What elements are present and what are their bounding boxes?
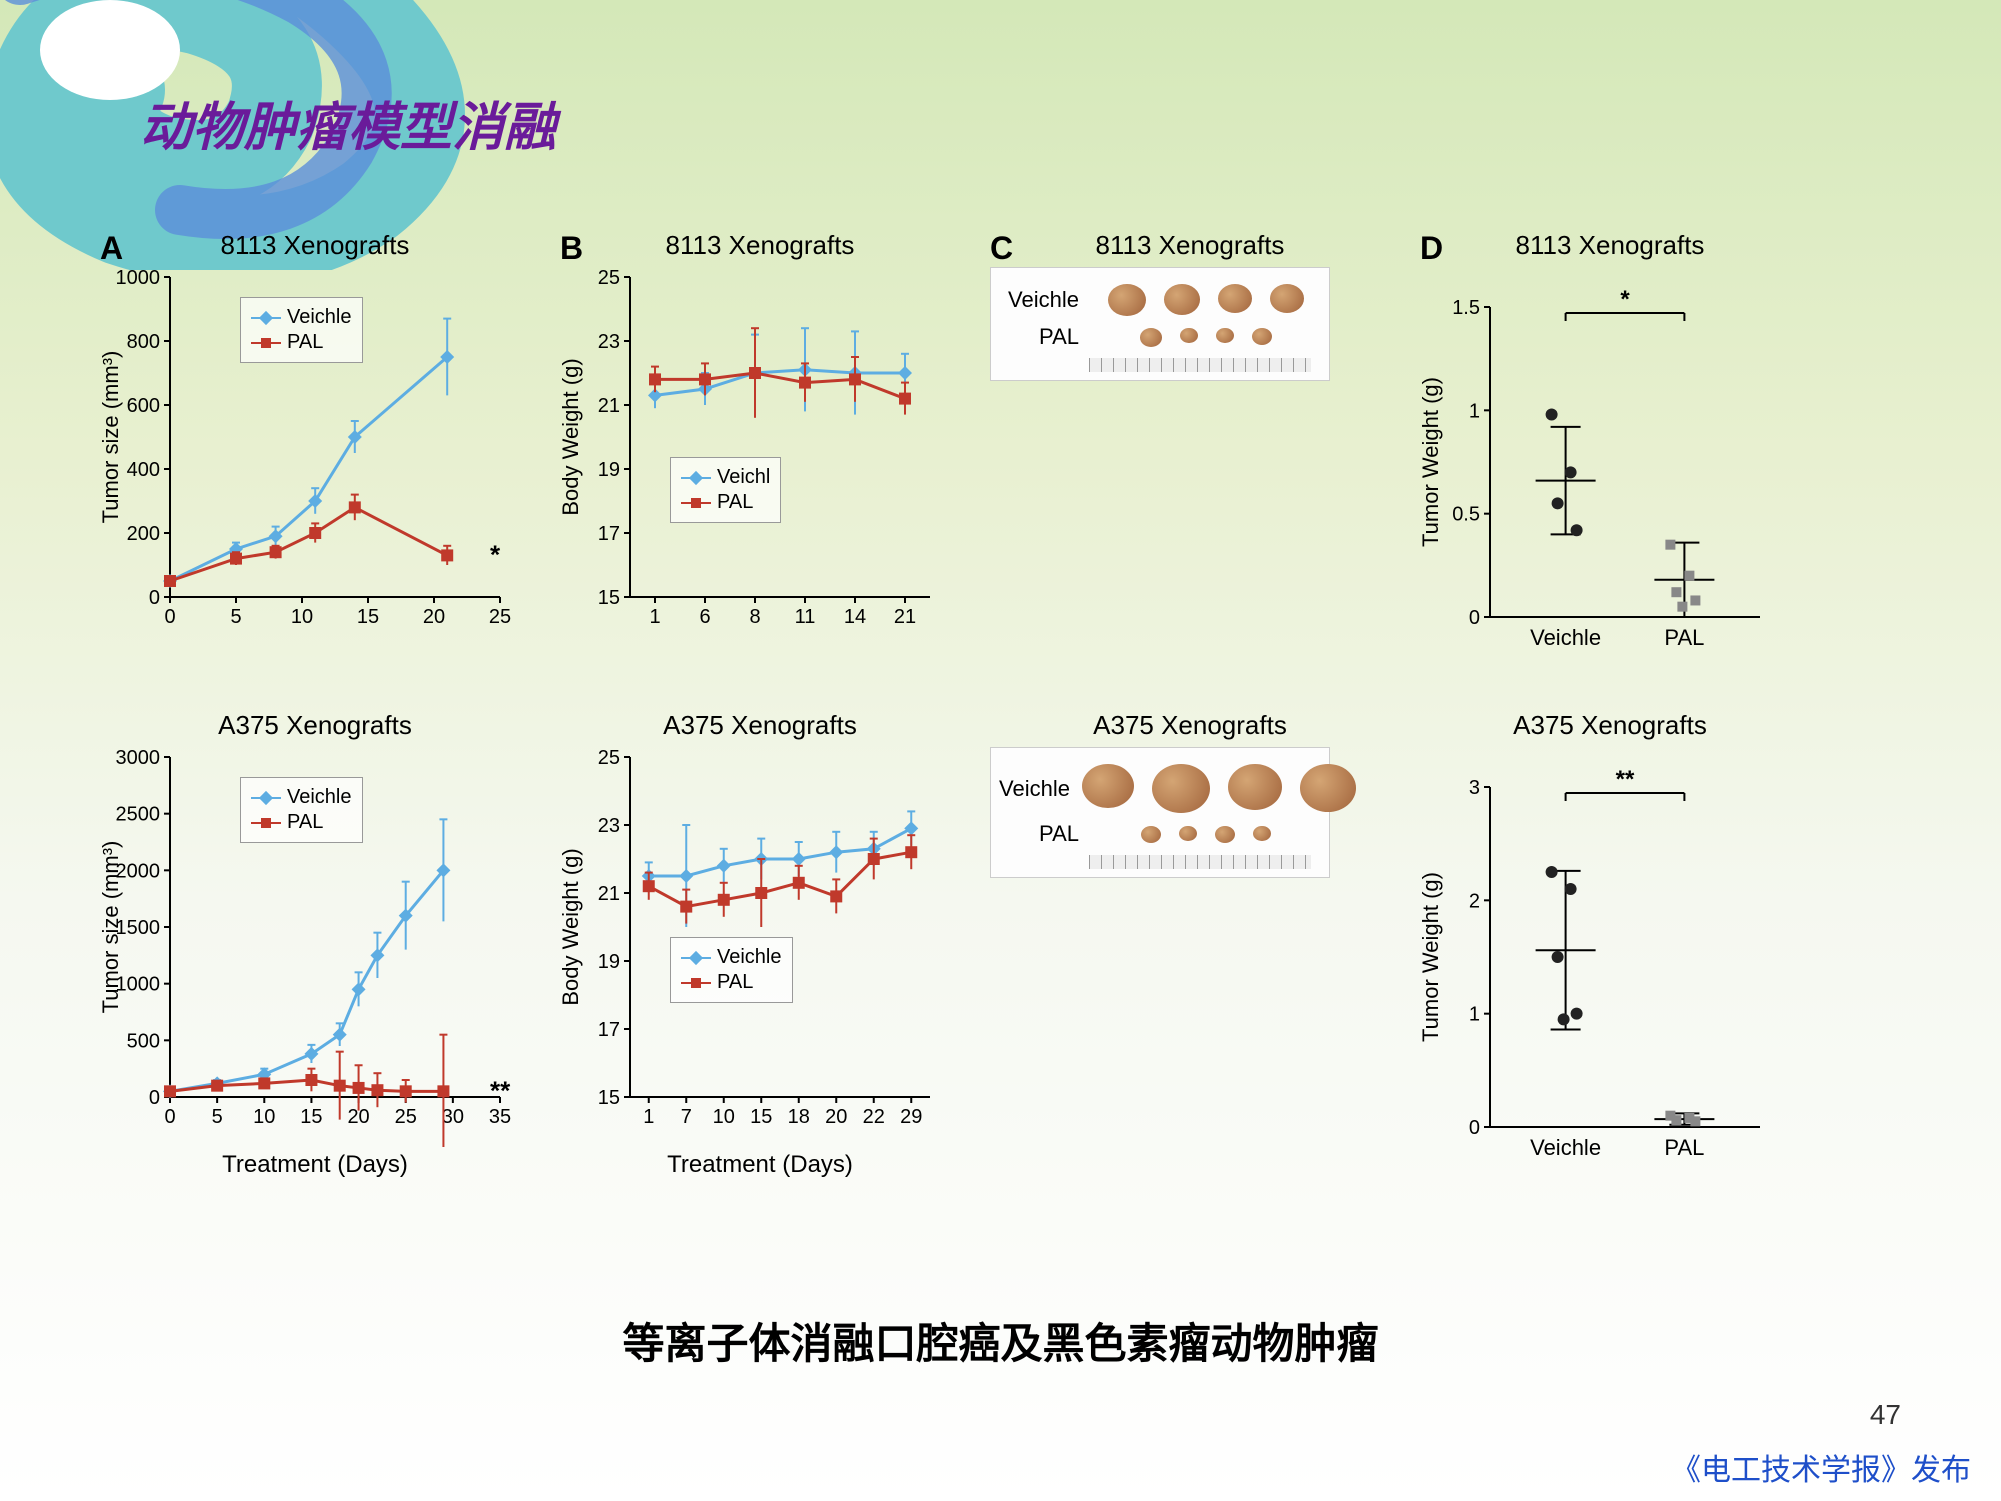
svg-text:0: 0 [149,587,160,609]
svg-text:0: 0 [149,1087,160,1109]
svg-text:25: 25 [598,747,620,769]
svg-text:Tumor Weight (g): Tumor Weight (g) [1420,872,1443,1042]
svg-text:29: 29 [900,1106,922,1128]
svg-text:6: 6 [699,606,710,628]
chart-title-D-bot: A375 Xenografts [1420,710,1800,741]
svg-text:**: ** [1616,766,1635,793]
svg-text:3: 3 [1469,777,1480,799]
svg-text:8: 8 [749,606,760,628]
svg-text:400: 400 [127,459,160,481]
svg-text:30: 30 [442,1106,464,1128]
panel-B-top: B 8113 Xenografts 15 17 19 21 23 25 1 6 8 11 14 21 B… [560,230,960,700]
svg-text:PAL: PAL [1664,1135,1704,1160]
svg-text:21: 21 [598,395,620,417]
svg-text:14: 14 [844,606,866,628]
svg-text:0: 0 [1469,1117,1480,1139]
panel-C-top: C 8113 Xenografts VeichlePAL [990,230,1390,700]
svg-text:21: 21 [598,883,620,905]
svg-text:0.5: 0.5 [1452,504,1480,526]
svg-text:Veichle: Veichle [1530,625,1601,650]
svg-text:Tumor Weight (g): Tumor Weight (g) [1420,377,1443,547]
chart-title-C-bot: A375 Xenografts [990,710,1390,741]
svg-text:1.5: 1.5 [1452,297,1480,319]
svg-text:**: ** [490,1075,511,1105]
photo-block-c-top: VeichlePAL [990,267,1330,381]
svg-text:Body Weight (g): Body Weight (g) [560,848,583,1005]
svg-text:5: 5 [212,1106,223,1128]
svg-text:600: 600 [127,395,160,417]
chart-title-A-bot: A375 Xenografts [100,710,530,741]
svg-text:1: 1 [1469,400,1480,422]
chart-title-C-top: 8113 Xenografts [990,230,1390,261]
footer-text: 《电工技术学报》发布 [1671,1445,1971,1489]
panel-label-B: B [560,230,583,267]
photo-block-c-bot: VeichlePAL [990,747,1330,878]
svg-text:19: 19 [598,459,620,481]
svg-text:0: 0 [164,1106,175,1128]
svg-text:20: 20 [423,606,445,628]
svg-text:35: 35 [489,1106,511,1128]
chart-title-B-bot: A375 Xenografts [560,710,960,741]
svg-text:Tumor size (mm³): Tumor size (mm³) [100,841,123,1014]
page-number: 47 [1870,1399,1901,1431]
svg-text:2: 2 [1469,890,1480,912]
svg-text:17: 17 [598,1019,620,1041]
svg-text:800: 800 [127,331,160,353]
figure-grid: A 8113 Xenografts 0200400600800100005101… [100,230,1900,1250]
svg-text:22: 22 [863,1106,885,1128]
svg-text:0: 0 [164,606,175,628]
panel-B-bot: A375 Xenografts 151719212325171015182022… [560,710,960,1230]
chart-title-D-top: 8113 Xenografts [1420,230,1800,261]
svg-text:17: 17 [598,523,620,545]
svg-text:25: 25 [598,267,620,289]
panel-A-top: A 8113 Xenografts 0 200 400 600 800 1000 0 5 10 1… [100,230,530,700]
svg-text:0: 0 [1469,607,1480,629]
figure-caption: 等离子体消融口腔癌及黑色素瘤动物肿瘤 [622,1310,1378,1371]
svg-text:2500: 2500 [116,804,161,826]
svg-text:1: 1 [1469,1004,1480,1026]
svg-text:500: 500 [127,1030,160,1052]
panel-A-bot: A375 Xenografts 050010001500200025003000… [100,710,530,1230]
chart-title-A-top: 8113 Xenografts [100,230,530,261]
svg-text:21: 21 [894,606,916,628]
svg-text:15: 15 [357,606,379,628]
svg-text:10: 10 [291,606,313,628]
slide-title: 动物肿瘤模型消融 [140,85,556,160]
chart-title-B-top: 8113 Xenografts [560,230,960,261]
panel-label-D: D [1420,230,1443,267]
svg-text:15: 15 [598,1087,620,1109]
panel-D-bot: A375 Xenografts 0 1 2 3 Veichle PAL ** Tumor We… [1420,710,1800,1230]
panel-label-C: C [990,230,1013,267]
svg-text:23: 23 [598,331,620,353]
svg-text:Tumor size (mm³): Tumor size (mm³) [100,351,123,524]
svg-text:19: 19 [598,951,620,973]
svg-text:23: 23 [598,815,620,837]
svg-text:1000: 1000 [116,267,161,289]
svg-text:15: 15 [598,587,620,609]
svg-text:25: 25 [489,606,511,628]
svg-text:1: 1 [649,606,660,628]
svg-text:*: * [1620,286,1630,313]
svg-text:3000: 3000 [116,747,161,769]
svg-text:1: 1 [643,1106,654,1128]
svg-text:5: 5 [230,606,241,628]
svg-text:25: 25 [395,1106,417,1128]
panel-label-A: A [100,230,123,267]
svg-text:10: 10 [713,1106,735,1128]
svg-text:7: 7 [681,1106,692,1128]
svg-text:10: 10 [253,1106,275,1128]
svg-text:*: * [490,539,501,569]
svg-text:15: 15 [750,1106,772,1128]
svg-text:Veichle: Veichle [1530,1135,1601,1160]
svg-text:PAL: PAL [1664,625,1704,650]
svg-text:18: 18 [788,1106,810,1128]
panel-C-bot: A375 Xenografts VeichlePAL [990,710,1390,1230]
svg-text:20: 20 [825,1106,847,1128]
svg-text:Body Weight (g): Body Weight (g) [560,358,583,515]
svg-text:11: 11 [795,606,816,628]
panel-D-top: D 8113 Xenografts 0 0.5 1 1.5 Veichle PAL * Tum… [1420,230,1800,700]
svg-text:15: 15 [300,1106,322,1128]
svg-text:200: 200 [127,523,160,545]
